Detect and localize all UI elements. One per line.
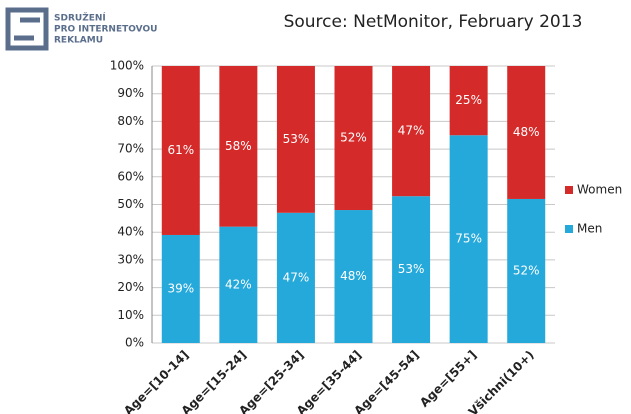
- data-label: 25%: [455, 93, 482, 107]
- y-tick-label: 0%: [125, 336, 144, 350]
- bar-segment: [276, 66, 315, 213]
- data-label: 61%: [167, 143, 194, 157]
- data-label: 48%: [513, 125, 540, 139]
- x-tick-label: Age=[10-14]: [121, 348, 191, 414]
- y-tick-label: 100%: [110, 59, 144, 73]
- chart-title: Source: NetMonitor, February 2013: [284, 12, 583, 32]
- bar-segment: [449, 66, 488, 136]
- bar-segment: [219, 66, 258, 227]
- logo: SDRUŽENÍ PRO INTERNETOVOU REKLAMU: [5, 7, 157, 51]
- legend-label: Men: [577, 222, 602, 236]
- bar-segment: [334, 210, 373, 343]
- data-label: 47%: [398, 124, 425, 138]
- data-label: 39%: [167, 281, 194, 295]
- bar-segment: [392, 66, 431, 197]
- logo-text: PRO INTERNETOVOU: [54, 25, 157, 35]
- x-tick-label: Age=[55+]: [417, 348, 479, 410]
- data-label: 58%: [225, 139, 252, 153]
- data-label: 42%: [225, 277, 252, 291]
- y-tick-label: 40%: [117, 225, 144, 239]
- bar-segment: [392, 196, 431, 343]
- legend-swatch: [565, 186, 573, 194]
- logo-icon-detail: [14, 17, 40, 41]
- y-tick-label: 20%: [117, 280, 144, 294]
- bar-segment: [161, 234, 200, 343]
- logo-text: REKLAMU: [54, 36, 103, 46]
- data-label: 53%: [398, 262, 425, 276]
- bar-segment: [276, 212, 315, 343]
- data-label: 52%: [340, 131, 367, 145]
- logo-text: SDRUŽENÍ: [54, 12, 106, 24]
- data-label: 48%: [340, 269, 367, 283]
- y-tick-label: 80%: [117, 114, 144, 128]
- logo-icon: [5, 7, 49, 51]
- y-tick-label: 70%: [117, 142, 144, 156]
- bar-segment: [507, 198, 546, 343]
- y-tick-label: 90%: [117, 86, 144, 100]
- legend-label: Women: [577, 183, 622, 197]
- y-tick-label: 10%: [117, 308, 144, 322]
- y-tick-label: 60%: [117, 169, 144, 183]
- data-label: 75%: [455, 232, 482, 246]
- data-label: 47%: [283, 270, 310, 284]
- bar-segment: [161, 66, 200, 235]
- y-tick-label: 50%: [117, 197, 144, 211]
- data-label: 53%: [283, 132, 310, 146]
- bar-segment: [219, 226, 258, 343]
- y-tick-label: 30%: [117, 252, 144, 266]
- legend-swatch: [565, 225, 573, 233]
- bar-segment: [449, 135, 488, 343]
- bar-segment: [334, 66, 373, 211]
- data-label: 52%: [513, 263, 540, 277]
- bar-segment: [507, 66, 546, 199]
